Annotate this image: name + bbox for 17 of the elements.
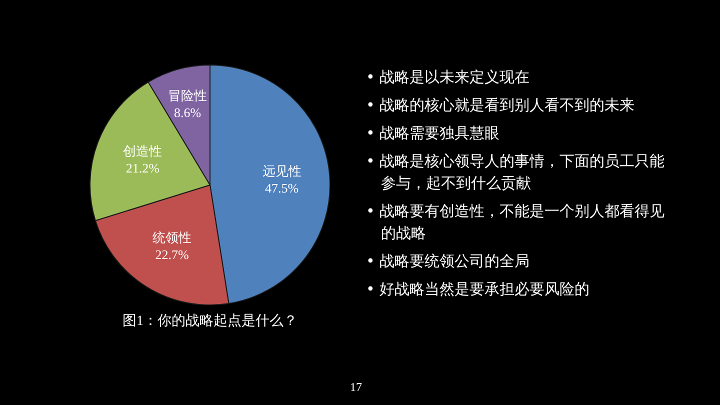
text: • 战略的核心就是看到别人看不到的未来 [366,95,636,116]
slice-label: 创造性 [123,143,162,158]
data-label: 47.5% [264,180,299,196]
text: • 好战略当然是要承担必要风险的 [366,279,591,300]
text: • 战略要有创造性，不能是一个别人都看得见的战略 [366,201,666,244]
slice-label: 统领性 [152,230,192,246]
data-label: 21.2% [126,160,160,176]
text: • 战略要统领公司的全局 [366,251,531,272]
slice-label: 远见性 [262,163,302,178]
text: • 战略需要独具慧眼 [366,123,501,144]
text: 17 [350,380,362,395]
slice-label: 冒险性 [168,88,208,104]
text: 图1：你的战略起点是什么？ [122,312,298,330]
data-label: 22.7% [155,247,189,262]
data-label: 8.6% [174,105,202,120]
text: • 战略是核心领导人的事情，下面的员工只能参与，起不到什么贡献 [366,151,666,194]
text: • 战略是以未来定义现在 [366,67,531,88]
